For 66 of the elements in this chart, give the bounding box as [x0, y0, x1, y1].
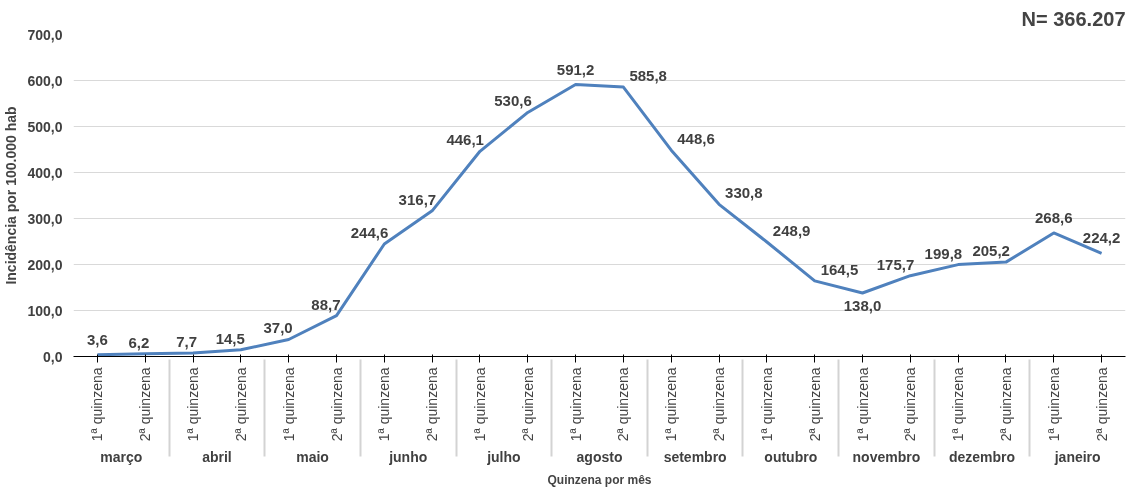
data-label: 585,8 [629, 67, 667, 85]
y-tick-label: 700,0 [27, 26, 63, 43]
x-tick-label: 1ª quinzena [471, 367, 488, 442]
data-label: 530,6 [494, 92, 532, 110]
x-tick-label: 1ª quinzena [185, 367, 202, 442]
x-tick-label: 2ª quinzena [137, 367, 154, 442]
data-label: 446,1 [446, 131, 484, 149]
x-tick-label: 1ª quinzena [950, 367, 967, 442]
y-axis-title: Incidência por 100.000 hab [3, 106, 20, 285]
x-tick-label: 1ª quinzena [376, 367, 393, 442]
x-tick-label: 1ª quinzena [663, 367, 680, 442]
x-tick-label: 1ª quinzena [89, 367, 106, 442]
text: julho [486, 449, 521, 466]
data-label: 244,6 [350, 223, 389, 241]
data-label: 3,6 [86, 330, 108, 348]
text: N= 366.207 [1021, 7, 1126, 30]
text: setembro [663, 449, 727, 466]
data-label: 199,8 [924, 244, 963, 262]
data-label: 138,0 [843, 297, 882, 315]
text: outubro [764, 449, 818, 466]
data-label: 224,2 [1082, 229, 1121, 247]
data-label: 268,6 [1035, 208, 1073, 226]
y-tick-label: 400,0 [27, 164, 63, 181]
x-tick-label: 2ª quinzena [615, 367, 632, 442]
x-tick-label: 2ª quinzena [519, 367, 536, 442]
x-tick-label: 2ª quinzena [997, 367, 1014, 442]
x-axis-title: Quinzena por mês [547, 473, 652, 488]
y-tick-label: 100,0 [27, 302, 63, 319]
x-tick-label: 1ª quinzena [758, 367, 775, 442]
x-tick-label: 2ª quinzena [328, 367, 345, 442]
x-tick-label: 2ª quinzena [902, 367, 919, 442]
x-tick-label: 2ª quinzena [424, 367, 441, 442]
text: agosto [576, 449, 623, 466]
data-label: 175,7 [876, 255, 915, 273]
text: maio [296, 449, 329, 466]
data-label: 88,7 [311, 295, 341, 313]
data-label: 591,2 [556, 60, 595, 78]
y-tick-label: 500,0 [27, 118, 63, 135]
data-label: 164,5 [820, 260, 859, 278]
text: novembro [852, 449, 921, 466]
text: junho [388, 449, 428, 466]
data-label: 37,0 [263, 319, 293, 337]
y-tick-label: 300,0 [27, 210, 63, 227]
y-tick-label: 200,0 [27, 256, 63, 273]
x-tick-label: 1ª quinzena [280, 367, 297, 442]
data-label: 205,2 [972, 242, 1010, 260]
text: abril [202, 449, 232, 466]
data-label: 448,6 [677, 130, 715, 148]
y-tick-label: 600,0 [27, 72, 63, 89]
text: março [100, 449, 143, 466]
data-label: 316,7 [398, 190, 437, 208]
x-tick-label: 2ª quinzena [1093, 367, 1110, 442]
x-tick-label: 2ª quinzena [711, 367, 728, 442]
data-label: 330,8 [725, 184, 763, 202]
text: janeiro [1053, 449, 1101, 466]
x-tick-label: 1ª quinzena [854, 367, 871, 442]
data-label: 6,2 [128, 333, 150, 351]
x-tick-label: 1ª quinzena [1045, 367, 1062, 442]
data-label: 7,7 [176, 332, 198, 350]
data-label: 248,9 [772, 222, 811, 240]
y-tick-label: 0,0 [43, 348, 63, 365]
x-tick-label: 2ª quinzena [806, 367, 823, 442]
x-tick-label: 1ª quinzena [567, 367, 584, 442]
data-label: 14,5 [215, 329, 245, 347]
text: dezembro [948, 449, 1016, 466]
x-tick-label: 2ª quinzena [232, 367, 249, 442]
